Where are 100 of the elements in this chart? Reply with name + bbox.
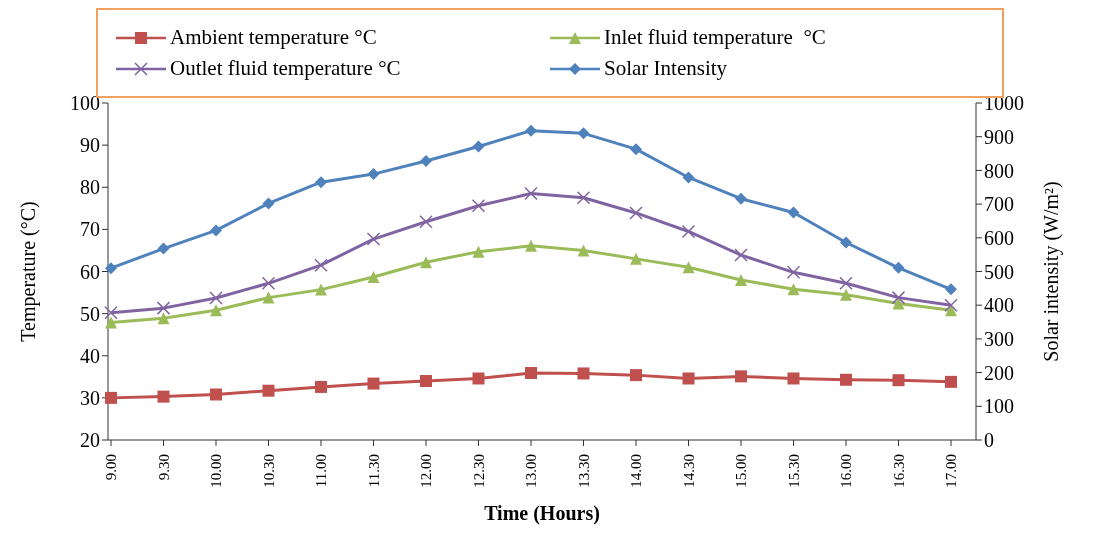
point (366, 232, 381, 246)
point (577, 244, 590, 257)
point (261, 276, 276, 291)
point (156, 301, 171, 315)
x-tick-label: 9.00 (103, 454, 119, 481)
y2-tick-label: 100 (984, 395, 1014, 418)
point (682, 261, 695, 274)
point (525, 124, 537, 137)
point (157, 242, 170, 255)
point (945, 375, 957, 388)
point (892, 374, 905, 387)
point (420, 375, 432, 388)
x-tick-label: 13.00 (523, 454, 539, 488)
legend-label: Solar Intensity (604, 56, 728, 81)
point (471, 199, 486, 213)
y2-tick-label: 0 (984, 429, 994, 452)
point (262, 384, 275, 397)
y-tick-label: 40 (80, 344, 100, 367)
x-tick-label: 14.00 (628, 454, 644, 488)
point (210, 224, 222, 237)
point (787, 283, 800, 296)
y-tick-label: 30 (80, 386, 100, 409)
x-tick-label: 11.30 (365, 454, 382, 488)
point (420, 154, 432, 167)
point (315, 380, 327, 393)
point (891, 290, 906, 305)
x-tick-label: 15.00 (733, 454, 749, 488)
point (735, 273, 747, 286)
x-tick-label: 10.30 (260, 454, 277, 488)
point (682, 372, 695, 385)
x-tick-label: 9.30 (155, 454, 172, 481)
point (892, 261, 905, 274)
point (367, 168, 380, 181)
point (262, 197, 275, 210)
x-tick-label: 11.00 (313, 454, 329, 488)
y2-axis-title: Solar intensity (W/m²) (1040, 181, 1063, 362)
point (314, 258, 328, 272)
legend-label: Outlet fluid temperature °C (170, 56, 401, 81)
point (735, 370, 747, 383)
x-axis-title: Time (Hours) (484, 502, 600, 525)
point (262, 291, 275, 304)
point (419, 215, 433, 229)
y2-tick-label: 300 (984, 328, 1014, 350)
x-tick-label: 10.00 (208, 454, 224, 488)
y2-tick-label: 500 (984, 260, 1014, 283)
point (839, 276, 853, 291)
y-tick-label: 20 (80, 429, 100, 452)
point (367, 377, 380, 390)
point (105, 316, 117, 329)
point (630, 143, 642, 156)
x-tick-label: 15.30 (785, 454, 802, 488)
x-tick-label: 17.00 (943, 454, 959, 488)
point (525, 239, 537, 252)
point (525, 367, 537, 380)
point (630, 252, 642, 265)
point (576, 191, 591, 205)
point (840, 288, 852, 301)
point (472, 140, 485, 153)
point (105, 391, 117, 404)
point (944, 298, 958, 312)
point (840, 373, 852, 386)
point (210, 304, 222, 317)
x-tick-label: 14.30 (680, 454, 697, 488)
point (577, 367, 590, 380)
point (315, 283, 327, 296)
x-tick-label: 12.00 (418, 454, 434, 488)
y-tick-label: 50 (80, 302, 100, 325)
point (210, 388, 222, 401)
point (524, 186, 538, 201)
point (735, 192, 747, 205)
x-tick-label: 16.30 (890, 454, 907, 488)
x-tick-label: 13.30 (575, 454, 592, 488)
point (104, 306, 118, 320)
point (577, 127, 590, 140)
point (472, 245, 485, 258)
y2-tick-label: 600 (984, 226, 1014, 249)
point (157, 312, 170, 325)
point (945, 283, 957, 296)
y-axis-title: Temperature (°C) (17, 201, 41, 342)
y2-tick-label: 800 (984, 159, 1014, 182)
y2-tick-label: 900 (984, 125, 1014, 148)
x-tick-label: 12.30 (470, 454, 487, 488)
y2-tick-label: 400 (984, 294, 1014, 317)
y-tick-label: 70 (80, 218, 100, 241)
point (681, 224, 696, 239)
point (787, 206, 800, 219)
point (787, 372, 800, 385)
point (367, 270, 380, 283)
y-tick-label: 80 (80, 176, 100, 199)
y-tick-label: 90 (80, 134, 100, 157)
point (840, 236, 852, 249)
legend-label: Ambient temperature °C (170, 25, 377, 50)
point (420, 256, 432, 269)
y2-tick-label: 200 (984, 361, 1014, 384)
point (682, 171, 695, 184)
y-tick-label: 60 (80, 260, 100, 283)
point (630, 369, 642, 382)
point (472, 372, 485, 385)
y-tick-label: 100 (70, 92, 100, 115)
x-tick-label: 16.00 (838, 454, 854, 488)
